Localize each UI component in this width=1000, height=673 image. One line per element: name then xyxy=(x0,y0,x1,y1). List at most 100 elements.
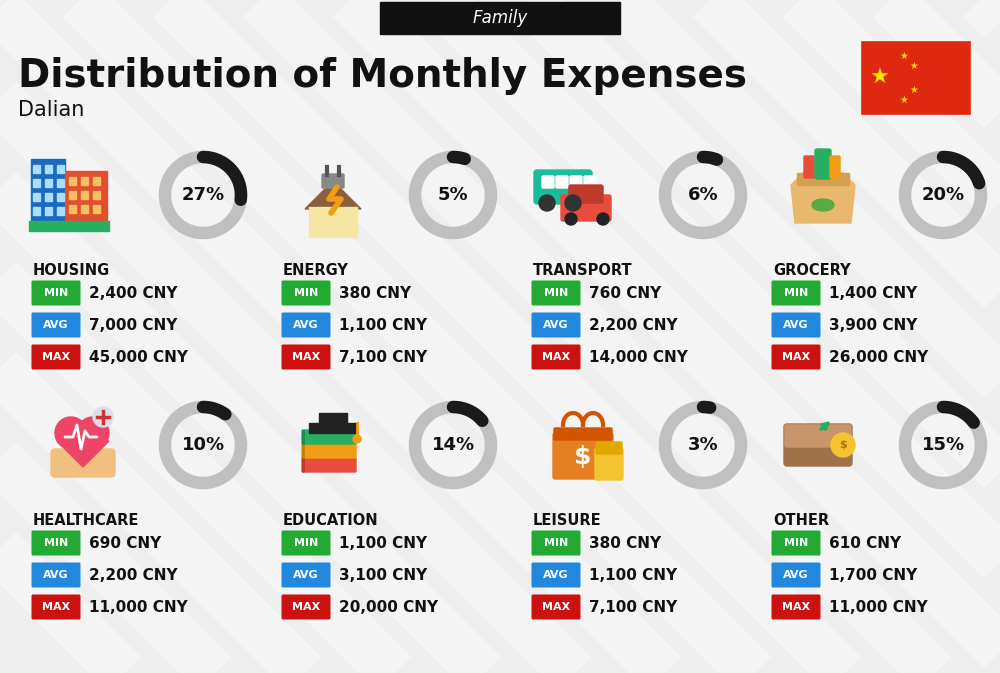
FancyBboxPatch shape xyxy=(65,171,107,223)
Text: MAX: MAX xyxy=(42,352,70,362)
Text: MIN: MIN xyxy=(544,538,568,548)
Text: AVG: AVG xyxy=(293,320,319,330)
Text: MIN: MIN xyxy=(44,538,68,548)
Text: 5%: 5% xyxy=(438,186,468,204)
FancyBboxPatch shape xyxy=(532,281,580,306)
FancyBboxPatch shape xyxy=(32,345,80,369)
Text: MIN: MIN xyxy=(294,538,318,548)
Text: HEALTHCARE: HEALTHCARE xyxy=(33,513,139,528)
FancyBboxPatch shape xyxy=(32,312,80,337)
FancyBboxPatch shape xyxy=(33,207,40,215)
Text: 610 CNY: 610 CNY xyxy=(829,536,901,551)
Polygon shape xyxy=(791,173,855,223)
FancyBboxPatch shape xyxy=(772,312,820,337)
Text: OTHER: OTHER xyxy=(773,513,829,528)
FancyBboxPatch shape xyxy=(772,563,820,588)
FancyBboxPatch shape xyxy=(57,207,64,215)
FancyBboxPatch shape xyxy=(595,448,623,480)
Text: 26,000 CNY: 26,000 CNY xyxy=(829,349,928,365)
Text: ★: ★ xyxy=(900,51,908,61)
FancyBboxPatch shape xyxy=(29,221,109,231)
FancyBboxPatch shape xyxy=(33,179,40,187)
Text: AVG: AVG xyxy=(783,570,809,580)
Circle shape xyxy=(597,213,609,225)
Text: ★: ★ xyxy=(910,61,918,71)
Text: MIN: MIN xyxy=(544,288,568,298)
FancyBboxPatch shape xyxy=(69,177,76,185)
Text: 6%: 6% xyxy=(688,186,718,204)
Text: GROCERY: GROCERY xyxy=(773,263,851,278)
Text: 1,400 CNY: 1,400 CNY xyxy=(829,285,917,301)
Text: MIN: MIN xyxy=(784,538,808,548)
FancyBboxPatch shape xyxy=(772,345,820,369)
FancyBboxPatch shape xyxy=(57,193,64,201)
FancyBboxPatch shape xyxy=(532,594,580,620)
Text: 1,700 CNY: 1,700 CNY xyxy=(829,567,917,583)
FancyBboxPatch shape xyxy=(81,177,88,185)
FancyBboxPatch shape xyxy=(81,205,88,213)
Text: Distribution of Monthly Expenses: Distribution of Monthly Expenses xyxy=(18,57,747,95)
FancyBboxPatch shape xyxy=(32,594,80,620)
Text: 2,200 CNY: 2,200 CNY xyxy=(589,318,678,332)
Circle shape xyxy=(565,195,581,211)
FancyBboxPatch shape xyxy=(532,345,580,369)
Text: 1,100 CNY: 1,100 CNY xyxy=(339,536,427,551)
FancyBboxPatch shape xyxy=(542,176,554,188)
Text: 20%: 20% xyxy=(921,186,965,204)
Text: MAX: MAX xyxy=(782,602,810,612)
FancyBboxPatch shape xyxy=(45,165,52,173)
FancyBboxPatch shape xyxy=(322,174,344,188)
FancyBboxPatch shape xyxy=(93,177,100,185)
FancyBboxPatch shape xyxy=(69,191,76,199)
FancyBboxPatch shape xyxy=(282,312,330,337)
Text: 690 CNY: 690 CNY xyxy=(89,536,161,551)
Text: MIN: MIN xyxy=(784,288,808,298)
Circle shape xyxy=(565,213,577,225)
FancyBboxPatch shape xyxy=(561,195,611,221)
Text: MIN: MIN xyxy=(294,288,318,298)
Text: 1,100 CNY: 1,100 CNY xyxy=(589,567,677,583)
Text: 7,100 CNY: 7,100 CNY xyxy=(339,349,427,365)
FancyBboxPatch shape xyxy=(57,165,64,173)
Text: Family: Family xyxy=(472,9,528,27)
Text: TRANSPORT: TRANSPORT xyxy=(533,263,633,278)
Text: 20,000 CNY: 20,000 CNY xyxy=(339,600,438,614)
Text: MAX: MAX xyxy=(42,602,70,612)
FancyBboxPatch shape xyxy=(33,193,40,201)
Text: MAX: MAX xyxy=(542,352,570,362)
Text: AVG: AVG xyxy=(783,320,809,330)
Text: MAX: MAX xyxy=(782,352,810,362)
FancyBboxPatch shape xyxy=(282,345,330,369)
FancyBboxPatch shape xyxy=(532,312,580,337)
Text: 2,200 CNY: 2,200 CNY xyxy=(89,567,178,583)
FancyBboxPatch shape xyxy=(32,281,80,306)
FancyBboxPatch shape xyxy=(862,42,970,114)
FancyBboxPatch shape xyxy=(785,425,851,447)
FancyBboxPatch shape xyxy=(302,458,356,472)
Polygon shape xyxy=(305,181,361,209)
FancyBboxPatch shape xyxy=(309,423,357,433)
Text: HOUSING: HOUSING xyxy=(33,263,110,278)
FancyBboxPatch shape xyxy=(93,205,100,213)
FancyBboxPatch shape xyxy=(772,530,820,555)
FancyBboxPatch shape xyxy=(93,191,100,199)
Circle shape xyxy=(831,433,855,457)
Text: 2,400 CNY: 2,400 CNY xyxy=(89,285,178,301)
Text: AVG: AVG xyxy=(543,570,569,580)
Text: 3,900 CNY: 3,900 CNY xyxy=(829,318,917,332)
FancyBboxPatch shape xyxy=(569,185,603,203)
Text: EDUCATION: EDUCATION xyxy=(283,513,379,528)
Text: ★: ★ xyxy=(910,85,918,95)
FancyBboxPatch shape xyxy=(830,156,840,178)
Ellipse shape xyxy=(835,434,851,456)
FancyBboxPatch shape xyxy=(772,281,820,306)
FancyBboxPatch shape xyxy=(32,563,80,588)
FancyBboxPatch shape xyxy=(532,530,580,555)
Circle shape xyxy=(55,417,87,449)
Text: MAX: MAX xyxy=(292,352,320,362)
Ellipse shape xyxy=(812,199,834,211)
Text: 45,000 CNY: 45,000 CNY xyxy=(89,349,188,365)
Text: 14%: 14% xyxy=(431,436,475,454)
FancyBboxPatch shape xyxy=(584,176,596,188)
Text: AVG: AVG xyxy=(43,570,69,580)
